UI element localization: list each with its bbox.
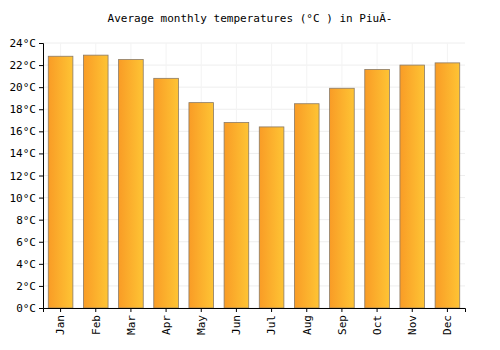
y-tick-label: 4°C <box>16 258 36 271</box>
grid <box>43 43 465 308</box>
y-tick-label: 18°C <box>10 103 37 116</box>
bar <box>224 123 249 309</box>
y-axis: 0°C 2°C 4°C 6°C 8°C 10°C 12°C 14°C 16°C 18°C 20°C 2… <box>10 37 44 315</box>
x-tick: Aug <box>301 308 314 335</box>
y-tick-label: 6°C <box>16 236 36 249</box>
x-tick-mark <box>341 308 342 312</box>
x-tick-mark <box>95 308 96 312</box>
chart-svg: Average monthly temperatures (°C ) in Pi… <box>0 0 500 350</box>
x-tick: Feb <box>90 308 103 335</box>
x-tick-mark <box>412 308 413 312</box>
x-tick: May <box>195 308 208 335</box>
bar <box>400 65 425 308</box>
x-tick: Jun <box>230 308 243 335</box>
bars <box>48 55 459 308</box>
y-tick-mark <box>39 109 43 110</box>
x-tick-mark <box>306 308 307 312</box>
y-tick-label: 8°C <box>16 214 36 227</box>
x-tick-mark <box>271 308 272 312</box>
x-tick-label: Apr <box>160 315 173 335</box>
y-tick-mark <box>39 242 43 243</box>
y-tick-label: 10°C <box>10 192 37 205</box>
y-axis-line <box>39 44 44 309</box>
x-tick: Mar <box>125 308 138 335</box>
y-tick-label: 22°C <box>10 59 37 72</box>
x-tick-label: Mar <box>125 315 138 335</box>
x-tick: Dec <box>441 308 454 335</box>
x-tick-label: Oct <box>371 315 384 335</box>
x-tick-label: Jan <box>54 315 67 335</box>
bar <box>189 103 214 308</box>
y-tick: 2°C <box>16 280 43 293</box>
x-tick-mark <box>130 308 131 312</box>
x-axis-line <box>44 309 466 313</box>
y-tick-label: 2°C <box>16 280 36 293</box>
x-tick-mark <box>60 308 61 312</box>
bar <box>330 88 355 308</box>
x-tick: Oct <box>371 308 384 335</box>
bar <box>435 63 460 308</box>
grid-line <box>43 43 465 44</box>
y-tick-mark <box>39 87 43 88</box>
bar <box>365 70 390 309</box>
y-tick: 24°C <box>10 37 44 50</box>
bar <box>83 55 108 308</box>
y-tick-label: 0°C <box>16 302 36 315</box>
x-tick-label: May <box>195 315 208 335</box>
x-tick-label: Jun <box>230 315 243 335</box>
y-tick: 0°C <box>16 302 43 315</box>
y-tick: 12°C <box>10 170 44 183</box>
y-tick: 20°C <box>10 81 44 94</box>
x-tick-label: Feb <box>90 315 103 335</box>
grid-x <box>61 43 448 308</box>
y-tick-label: 14°C <box>10 147 37 160</box>
y-tick: 16°C <box>10 125 44 138</box>
x-tick-mark <box>166 308 167 312</box>
y-tick: 4°C <box>16 258 43 271</box>
x-tick-mark <box>447 308 448 312</box>
y-tick: 22°C <box>10 59 44 72</box>
x-tick-mark <box>201 308 202 312</box>
x-tick-label: Dec <box>441 315 454 335</box>
x-tick: Jul <box>265 308 278 335</box>
y-tick-label: 24°C <box>10 37 37 50</box>
y-tick-mark <box>39 198 43 199</box>
x-tick-mark <box>236 308 237 312</box>
y-tick-label: 16°C <box>10 125 37 138</box>
x-tick-label: Nov <box>406 315 419 335</box>
bar <box>48 56 73 308</box>
plot-area: 0°C 2°C 4°C 6°C 8°C 10°C 12°C 14°C 16°C 18°C 20°C 2… <box>10 37 466 335</box>
x-tick: Nov <box>406 308 419 335</box>
y-tick: 18°C <box>10 103 44 116</box>
y-tick-label: 12°C <box>10 170 37 183</box>
x-tick-mark <box>377 308 378 312</box>
y-tick-mark <box>39 286 43 287</box>
y-tick-mark <box>39 308 43 309</box>
x-tick-label: Jul <box>265 315 278 335</box>
y-tick-mark <box>39 153 43 154</box>
bar <box>154 78 179 308</box>
y-tick-mark <box>39 43 43 44</box>
y-tick: 8°C <box>16 214 43 227</box>
x-tick-label: Sep <box>336 315 349 335</box>
x-tick-label: Aug <box>301 315 314 335</box>
y-tick-mark <box>39 220 43 221</box>
x-tick: Jan <box>54 308 67 335</box>
bar <box>259 127 284 308</box>
y-tick-mark <box>39 65 43 66</box>
x-axis: Jan Feb Mar Apr May Jun Jul Aug Sep Oct Nov Dec <box>44 308 466 335</box>
y-tick: 14°C <box>10 147 44 160</box>
y-tick: 10°C <box>10 192 44 205</box>
bar <box>119 60 144 308</box>
y-tick-mark <box>39 176 43 177</box>
y-tick-mark <box>39 264 43 265</box>
y-tick-label: 20°C <box>10 81 37 94</box>
chart-title: Average monthly temperatures (°C ) in Pi… <box>108 12 393 25</box>
bar <box>294 104 319 308</box>
x-tick: Apr <box>160 308 173 335</box>
x-tick: Sep <box>336 308 349 335</box>
chart-container: Average monthly temperatures (°C ) in Pi… <box>0 0 500 350</box>
y-tick-mark <box>39 131 43 132</box>
y-tick: 6°C <box>16 236 43 249</box>
